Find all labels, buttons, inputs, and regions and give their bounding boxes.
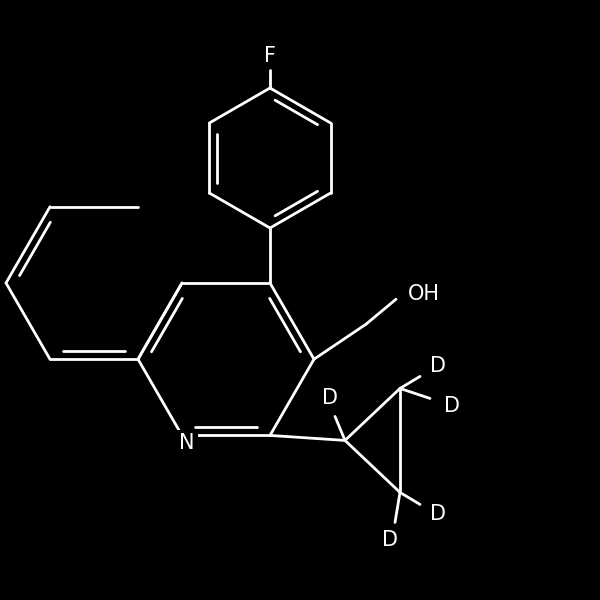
Text: OH: OH — [408, 284, 440, 304]
Text: D: D — [382, 530, 398, 550]
Text: D: D — [444, 397, 460, 416]
Text: N: N — [179, 433, 195, 454]
Text: F: F — [264, 46, 276, 66]
Text: D: D — [430, 356, 446, 376]
Text: D: D — [430, 505, 446, 524]
Text: D: D — [322, 388, 338, 409]
